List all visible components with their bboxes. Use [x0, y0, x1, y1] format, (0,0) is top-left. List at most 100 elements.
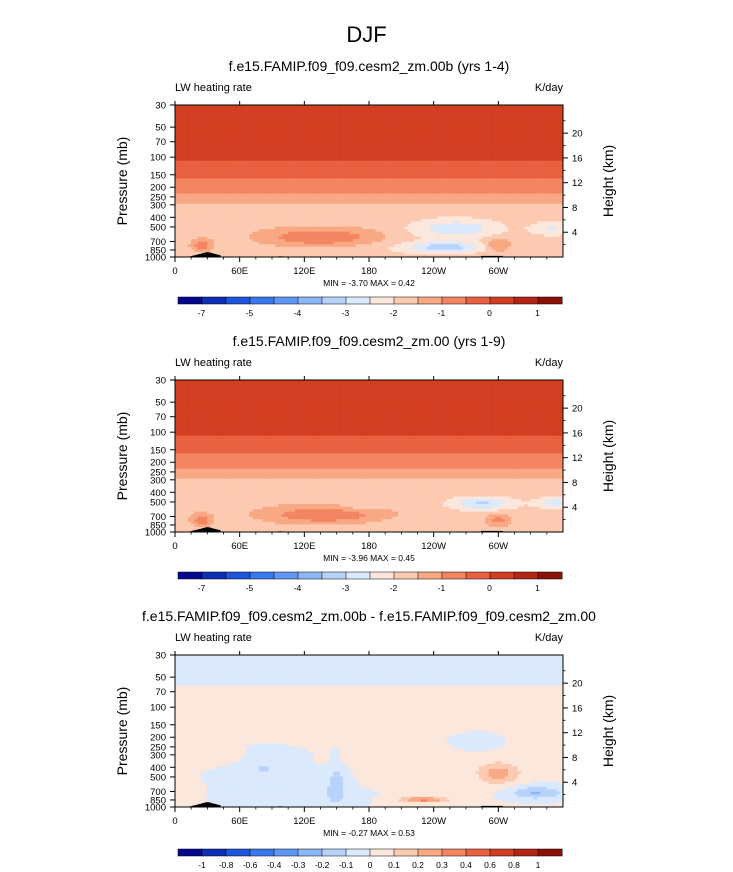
- y-tick-label: 200: [150, 733, 166, 744]
- height-tick-label: 8: [572, 478, 577, 489]
- x-tick-label: 60E: [231, 266, 248, 277]
- colorbar-swatch: [273, 296, 299, 305]
- topography: [483, 255, 486, 257]
- x-tick-label: 60W: [489, 541, 509, 552]
- height-tick-label: 12: [572, 178, 583, 189]
- colorbar-tick-label: -0.6: [243, 860, 258, 870]
- height-tick-label: 16: [572, 153, 583, 164]
- height-tick-label: 20: [572, 129, 583, 140]
- colorbar-swatch: [297, 571, 323, 580]
- y-tick-label: 700: [150, 787, 166, 798]
- topography: [496, 255, 499, 257]
- colorbar-tick-label: 0.2: [412, 860, 424, 870]
- y-tick-label: 100: [150, 153, 166, 164]
- colorbar-tick-label: 0.8: [508, 860, 520, 870]
- topography: [481, 805, 484, 807]
- panel-1: f.e15.FAMIP.f09_f09.cesm2_zm.00b (yrs 1-…: [114, 58, 616, 318]
- topography: [215, 804, 219, 807]
- x-tick-label: 60W: [489, 816, 509, 827]
- y-tick-label: 200: [150, 183, 166, 194]
- topography: [496, 530, 499, 532]
- height-tick-label: 4: [572, 228, 577, 239]
- colorbar-swatch: [345, 571, 371, 580]
- y-tick-label: 400: [150, 213, 166, 224]
- colorbar-swatch: [201, 571, 227, 580]
- height-tick-label: 4: [572, 503, 577, 514]
- topography: [198, 528, 202, 532]
- colorbar-swatch: [417, 848, 443, 857]
- topography: [194, 530, 197, 532]
- topography: [218, 530, 221, 532]
- min-max-label: MIN = -0.27 MAX = 0.53: [323, 828, 415, 838]
- colorbar-tick-label: -0.2: [315, 860, 330, 870]
- colorbar-swatch: [345, 296, 371, 305]
- colorbar: -7 -5 -4 -3 -2 -1 0 1: [177, 571, 563, 593]
- colorbar-tick-label: 0: [368, 860, 373, 870]
- colorbar-swatch: [225, 848, 251, 857]
- y-tick-label: 50: [155, 398, 166, 409]
- height-tick-label: 20: [572, 679, 583, 690]
- colorbar-tick-label: -1: [438, 583, 446, 593]
- colorbar-tick-label: 0.4: [460, 860, 472, 870]
- units-label: K/day: [535, 632, 564, 644]
- colorbar-tick-label: 1: [536, 860, 541, 870]
- y-tick-label: 500: [150, 497, 166, 508]
- colorbar-swatch: [177, 571, 203, 580]
- y-tick-label: 700: [150, 512, 166, 523]
- topography: [489, 255, 493, 257]
- x-tick-label: 120W: [421, 541, 446, 552]
- y-tick-label: 30: [155, 376, 166, 387]
- topography: [218, 805, 221, 807]
- x-tick-label: 120E: [293, 816, 315, 827]
- topography: [213, 803, 217, 807]
- topography: [209, 802, 212, 807]
- y-tick-label: 1000: [145, 253, 166, 264]
- height-tick-label: 8: [572, 753, 577, 764]
- topography: [192, 255, 195, 257]
- colorbar-tick-label: 0: [487, 583, 492, 593]
- x-tick-label: 120W: [421, 816, 446, 827]
- y-tick-label: 100: [150, 703, 166, 714]
- topography: [200, 803, 204, 807]
- colorbar-swatch: [249, 571, 275, 580]
- y-tick-label: 400: [150, 763, 166, 774]
- y-tick-label: 150: [150, 445, 166, 456]
- topography: [211, 253, 215, 257]
- height-tick-label: 4: [572, 778, 577, 789]
- y-tick-label: 850: [150, 520, 166, 531]
- height-tick-label: 8: [572, 203, 577, 214]
- topography: [211, 528, 215, 532]
- y-tick-label: 850: [150, 245, 166, 256]
- right-axis-label: Height (km): [600, 695, 616, 767]
- y-tick-label: 150: [150, 170, 166, 181]
- colorbar-tick-label: 0.6: [484, 860, 496, 870]
- topography: [481, 255, 484, 257]
- colorbar-swatch: [393, 296, 419, 305]
- topography: [491, 805, 495, 807]
- colorbar-swatch: [441, 571, 467, 580]
- topography: [205, 252, 208, 257]
- colorbar-swatch: [225, 296, 251, 305]
- topography: [483, 805, 486, 807]
- panel-2: f.e15.FAMIP.f09_f09.cesm2_zm.00 (yrs 1-9…: [114, 333, 616, 593]
- colorbar-swatch: [201, 848, 227, 857]
- colorbar-tick-label: 1: [535, 308, 540, 318]
- colorbar-tick-label: -5: [246, 308, 254, 318]
- topography: [218, 255, 221, 257]
- y-axis-label: Pressure (mb): [114, 412, 130, 501]
- colorbar-swatch: [537, 571, 563, 580]
- colorbar-tick-label: -4: [294, 308, 302, 318]
- topography: [205, 802, 208, 807]
- colorbar-swatch: [297, 848, 323, 857]
- colorbar-swatch: [441, 296, 467, 305]
- panel-title: f.e15.FAMIP.f09_f09.cesm2_zm.00 (yrs 1-9…: [233, 333, 506, 349]
- variable-label: LW heating rate: [175, 357, 252, 369]
- topography: [211, 803, 215, 807]
- topography: [489, 805, 493, 807]
- colorbar-tick-label: -5: [246, 583, 254, 593]
- topography: [485, 805, 488, 807]
- colorbar-swatch: [249, 296, 275, 305]
- height-tick-label: 16: [572, 703, 583, 714]
- topography: [215, 529, 219, 532]
- panel-3: f.e15.FAMIP.f09_f09.cesm2_zm.00b - f.e15…: [114, 608, 616, 870]
